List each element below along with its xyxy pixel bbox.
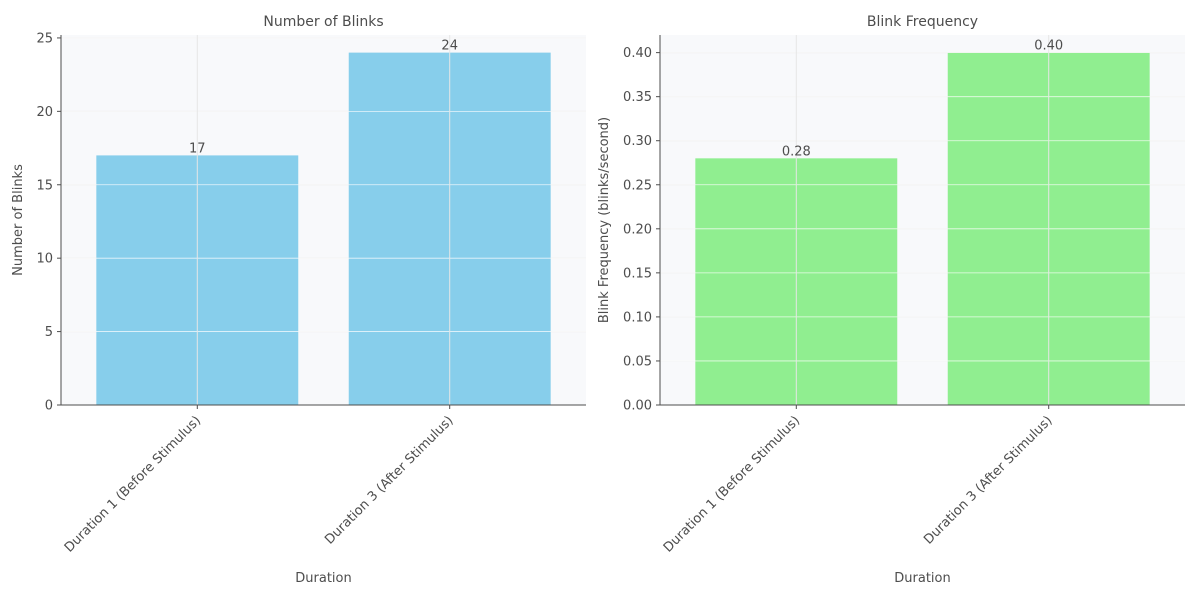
y-tick-label-0: 0 xyxy=(45,399,53,414)
y-tick-label-3: 0.15 xyxy=(623,266,652,281)
x-axis-label: Duration xyxy=(894,571,950,586)
value-label-1: 17 xyxy=(189,141,206,156)
x-axis-label: Duration xyxy=(295,571,351,586)
x-tick-label-1: Duration 1 (Before Stimulus) xyxy=(62,413,204,555)
chart-panel-2: 0.28 0.40 0.00 0.05 0.10 0.15 0.20 0.25 0.30 0.35… xyxy=(597,14,1185,586)
y-tick-label-5: 0.25 xyxy=(623,178,652,193)
value-label-1: 0.28 xyxy=(782,144,811,159)
y-tick-label-6: 0.30 xyxy=(623,134,652,149)
y-axis-label: Number of Blinks xyxy=(11,164,26,276)
y-tick-label-4: 0.20 xyxy=(623,222,652,237)
chart-panel-1: 17 24 0 5 10 15 20 25 Duration 1 (Before Stimulu… xyxy=(11,14,586,586)
y-tick-label-2: 10 xyxy=(36,252,53,267)
x-tick-label-2: Duration 3 (After Stimulus) xyxy=(921,413,1055,547)
y-tick-label-5: 25 xyxy=(36,31,53,46)
x-tick-label-1: Duration 1 (Before Stimulus) xyxy=(661,413,803,555)
y-tick-label-8: 0.40 xyxy=(623,46,652,61)
value-label-2: 0.40 xyxy=(1034,39,1063,54)
y-tick-label-4: 20 xyxy=(36,105,53,120)
chart-title: Blink Frequency xyxy=(867,14,978,30)
value-label-2: 24 xyxy=(441,39,458,54)
y-tick-label-1: 0.05 xyxy=(623,354,652,369)
y-tick-label-1: 5 xyxy=(45,325,53,340)
chart-title: Number of Blinks xyxy=(263,14,383,30)
x-tick-label-2: Duration 3 (After Stimulus) xyxy=(322,413,456,547)
y-tick-label-0: 0.00 xyxy=(623,399,652,414)
y-tick-label-2: 0.10 xyxy=(623,310,652,325)
y-axis-label: Blink Frequency (blinks/second) xyxy=(597,117,612,323)
y-tick-label-7: 0.35 xyxy=(623,90,652,105)
y-tick-label-3: 15 xyxy=(36,178,53,193)
